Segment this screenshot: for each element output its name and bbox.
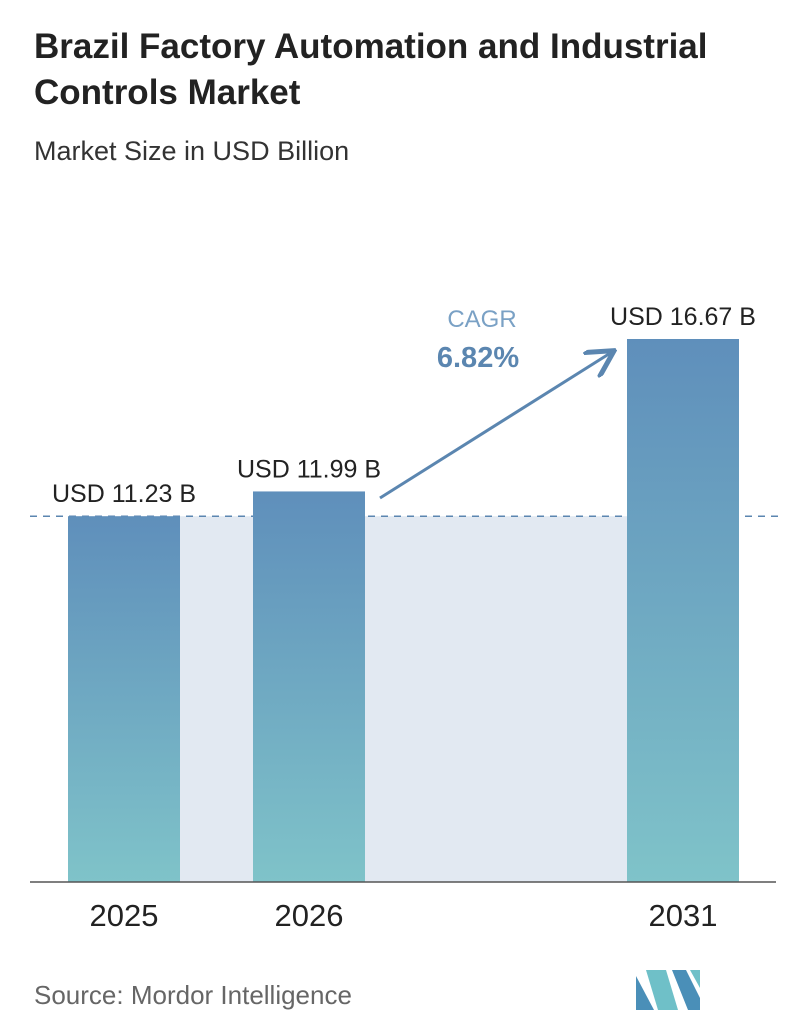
chart-subtitle: Market Size in USD Billion [34,136,350,166]
chart-title: Brazil Factory Automation and Industrial… [34,27,708,112]
bar-2025 [68,516,180,882]
bar-2031 [627,339,739,882]
value-label-2026: USD 11.99 B [237,455,381,483]
comparison-band [180,516,253,882]
x-tick-label-2031: 2031 [649,898,718,933]
value-label-2025: USD 11.23 B [52,480,196,508]
x-tick-label-2026: 2026 [275,898,344,933]
bar-2026 [253,491,365,882]
comparison-band [365,516,627,882]
cagr-arrow [379,352,612,500]
cagr-label: CAGR [447,306,516,333]
x-tick-label-2025: 2025 [90,898,159,933]
source-note: Source: Mordor Intelligence [34,980,352,1010]
cagr-value: 6.82% [437,342,519,374]
mordor-intelligence-logo-icon [636,970,700,1010]
bar-chart: USD 11.23 B USD 11.99 B USD 16.67 B 2025 20… [30,303,780,933]
value-label-2031: USD 16.67 B [610,303,756,331]
